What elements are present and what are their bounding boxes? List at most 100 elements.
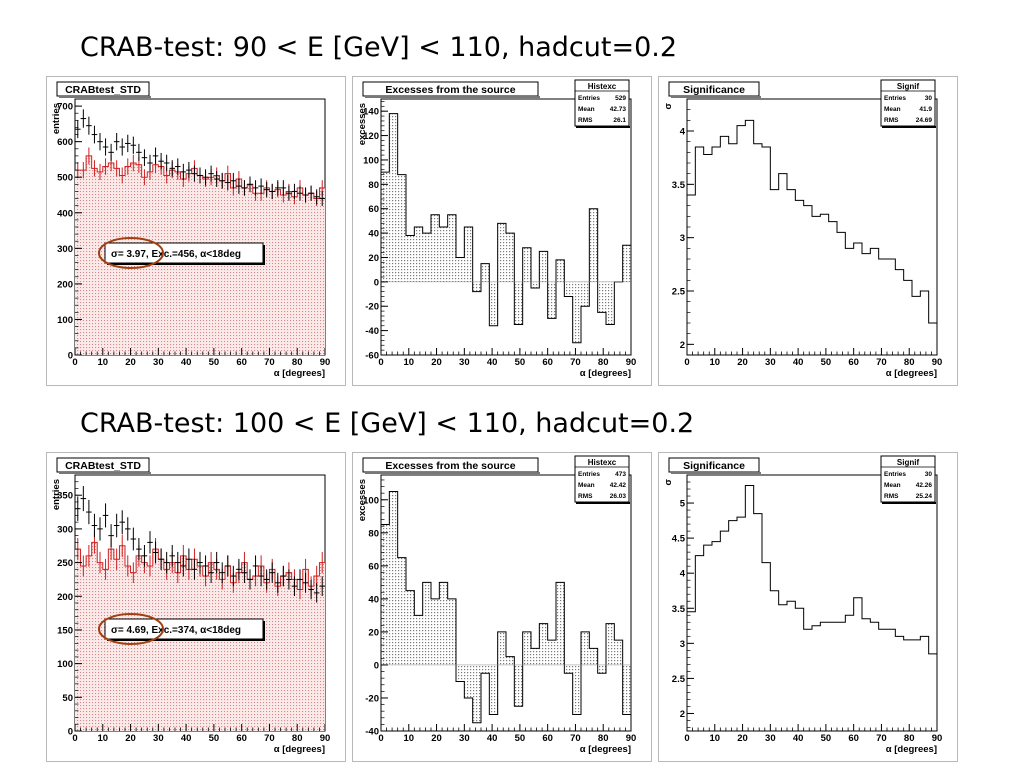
y-tick-label: 700	[57, 102, 73, 113]
y-tick-label: 20	[368, 253, 379, 264]
y-tick-label: 150	[57, 625, 73, 636]
stats-label: RMS	[578, 117, 593, 124]
y-tick-label: 60	[368, 204, 379, 215]
x-tick-label: 40	[487, 733, 498, 744]
x-tick-label: 30	[765, 733, 776, 744]
stats-label: Mean	[884, 482, 901, 489]
y-tick-label: -20	[365, 302, 379, 313]
stats-value: 529	[615, 95, 626, 102]
x-tick-label: 90	[626, 733, 637, 744]
excess-histogram-line	[380, 113, 632, 344]
x-tick-label: 80	[292, 357, 303, 368]
x-tick-label: 10	[403, 357, 414, 368]
excess-plot-top-svg: Excesses from the source Histexc Entries 52…	[357, 79, 637, 379]
x-axis-label: α [degrees]	[886, 744, 937, 755]
significance-plot-bottom: Significance Signif Entries 30 Mean 42.26 RMS 2…	[658, 452, 958, 762]
chart-title: Significance	[683, 460, 745, 472]
y-tick-label: -40	[365, 326, 379, 337]
stats-value: 42.42	[610, 482, 627, 489]
x-tick-label: 20	[737, 733, 748, 744]
stats-label: Entries	[578, 95, 600, 102]
plot-frame	[686, 474, 938, 732]
x-tick-label: 0	[378, 733, 383, 744]
x-tick-label: 70	[570, 357, 581, 368]
y-tick-label: 100	[57, 315, 73, 326]
x-tick-label: 60	[236, 733, 247, 744]
x-tick-label: 10	[97, 357, 108, 368]
x-tick-label: 90	[626, 357, 637, 368]
x-tick-label: 50	[209, 357, 220, 368]
x-tick-label: 0	[378, 357, 383, 368]
x-tick-label: 70	[264, 733, 275, 744]
y-tick-label: 200	[57, 279, 73, 290]
chart-title: CRABtest_STD	[65, 460, 141, 472]
y-tick-label: 120	[363, 131, 379, 142]
x-axis-label: α [degrees]	[580, 368, 631, 379]
y-tick-label: 50	[62, 693, 73, 704]
x-tick-label: 50	[515, 733, 526, 744]
y-tick-label: 20	[368, 627, 379, 638]
stats-value: 30	[925, 95, 933, 102]
stats-shadow	[882, 502, 936, 504]
y-tick-label: 140	[363, 107, 379, 118]
x-tick-label: 70	[570, 733, 581, 744]
stats-label: Entries	[578, 471, 600, 478]
x-tick-label: 90	[320, 357, 331, 368]
stats-name: Histexc	[588, 458, 617, 467]
stats-shadow	[576, 126, 630, 128]
x-tick-label: 50	[821, 733, 832, 744]
y-tick-label: 100	[57, 659, 73, 670]
alpha-plot-bottom: CRABtest_STD σ= 4.69, Exc.=374, α<18deg 0 1…	[46, 452, 346, 762]
y-tick-label: 400	[57, 208, 73, 219]
x-tick-label: 60	[848, 733, 859, 744]
y-tick-label: 300	[57, 524, 73, 535]
excess-plot-top: Excesses from the source Histexc Entries 52…	[352, 76, 652, 386]
annotation-text: σ= 4.69, Exc.=374, α<18deg	[111, 625, 241, 636]
x-tick-label: 30	[765, 357, 776, 368]
x-tick-label: 10	[97, 733, 108, 744]
x-tick-label: 50	[515, 357, 526, 368]
y-tick-label: 3.5	[672, 180, 686, 191]
x-tick-label: 60	[542, 357, 553, 368]
x-tick-label: 70	[876, 357, 887, 368]
y-tick-label: 600	[57, 137, 73, 148]
chart-title: Excesses from the source	[385, 84, 515, 96]
x-tick-label: 70	[876, 733, 887, 744]
chart-title-shadow	[365, 472, 540, 474]
y-tick-label: 2	[680, 709, 685, 720]
x-axis-label: α [degrees]	[274, 368, 325, 379]
y-tick-label: 0	[374, 277, 379, 288]
stats-value: 42.26	[916, 482, 933, 489]
stats-label: Entries	[884, 95, 906, 102]
significance-plot-top: Significance Signif Entries 30 Mean 41.9 RMS 24…	[658, 76, 958, 386]
y-tick-label: -40	[365, 727, 379, 738]
stats-value: 26.03	[610, 493, 627, 500]
y-tick-label: 80	[368, 180, 379, 191]
chart-title-shadow	[59, 96, 151, 98]
x-tick-label: 90	[932, 733, 943, 744]
x-tick-label: 20	[125, 733, 136, 744]
x-tick-label: 90	[320, 733, 331, 744]
stats-value: 30	[925, 471, 933, 478]
y-tick-label: 2.5	[672, 287, 686, 298]
stats-shadow	[576, 502, 630, 504]
y-tick-label: 250	[57, 558, 73, 569]
stats-value: 473	[615, 471, 626, 478]
y-axis-label: excesses	[357, 479, 368, 521]
x-tick-label: 60	[236, 357, 247, 368]
plot-frame	[686, 98, 938, 356]
y-tick-label: 3	[680, 639, 685, 650]
y-tick-label: 0	[68, 351, 73, 362]
chart-title: Significance	[683, 84, 745, 96]
y-tick-label: 200	[57, 592, 73, 603]
chart-title-shadow	[59, 472, 151, 474]
x-tick-label: 80	[598, 733, 609, 744]
stats-box	[574, 455, 630, 503]
y-axis-label: entries	[51, 103, 62, 134]
x-tick-label: 10	[403, 733, 414, 744]
stats-shadow	[882, 126, 936, 128]
x-tick-label: 0	[72, 733, 77, 744]
x-tick-label: 60	[542, 733, 553, 744]
chart-title-shadow	[365, 96, 540, 98]
